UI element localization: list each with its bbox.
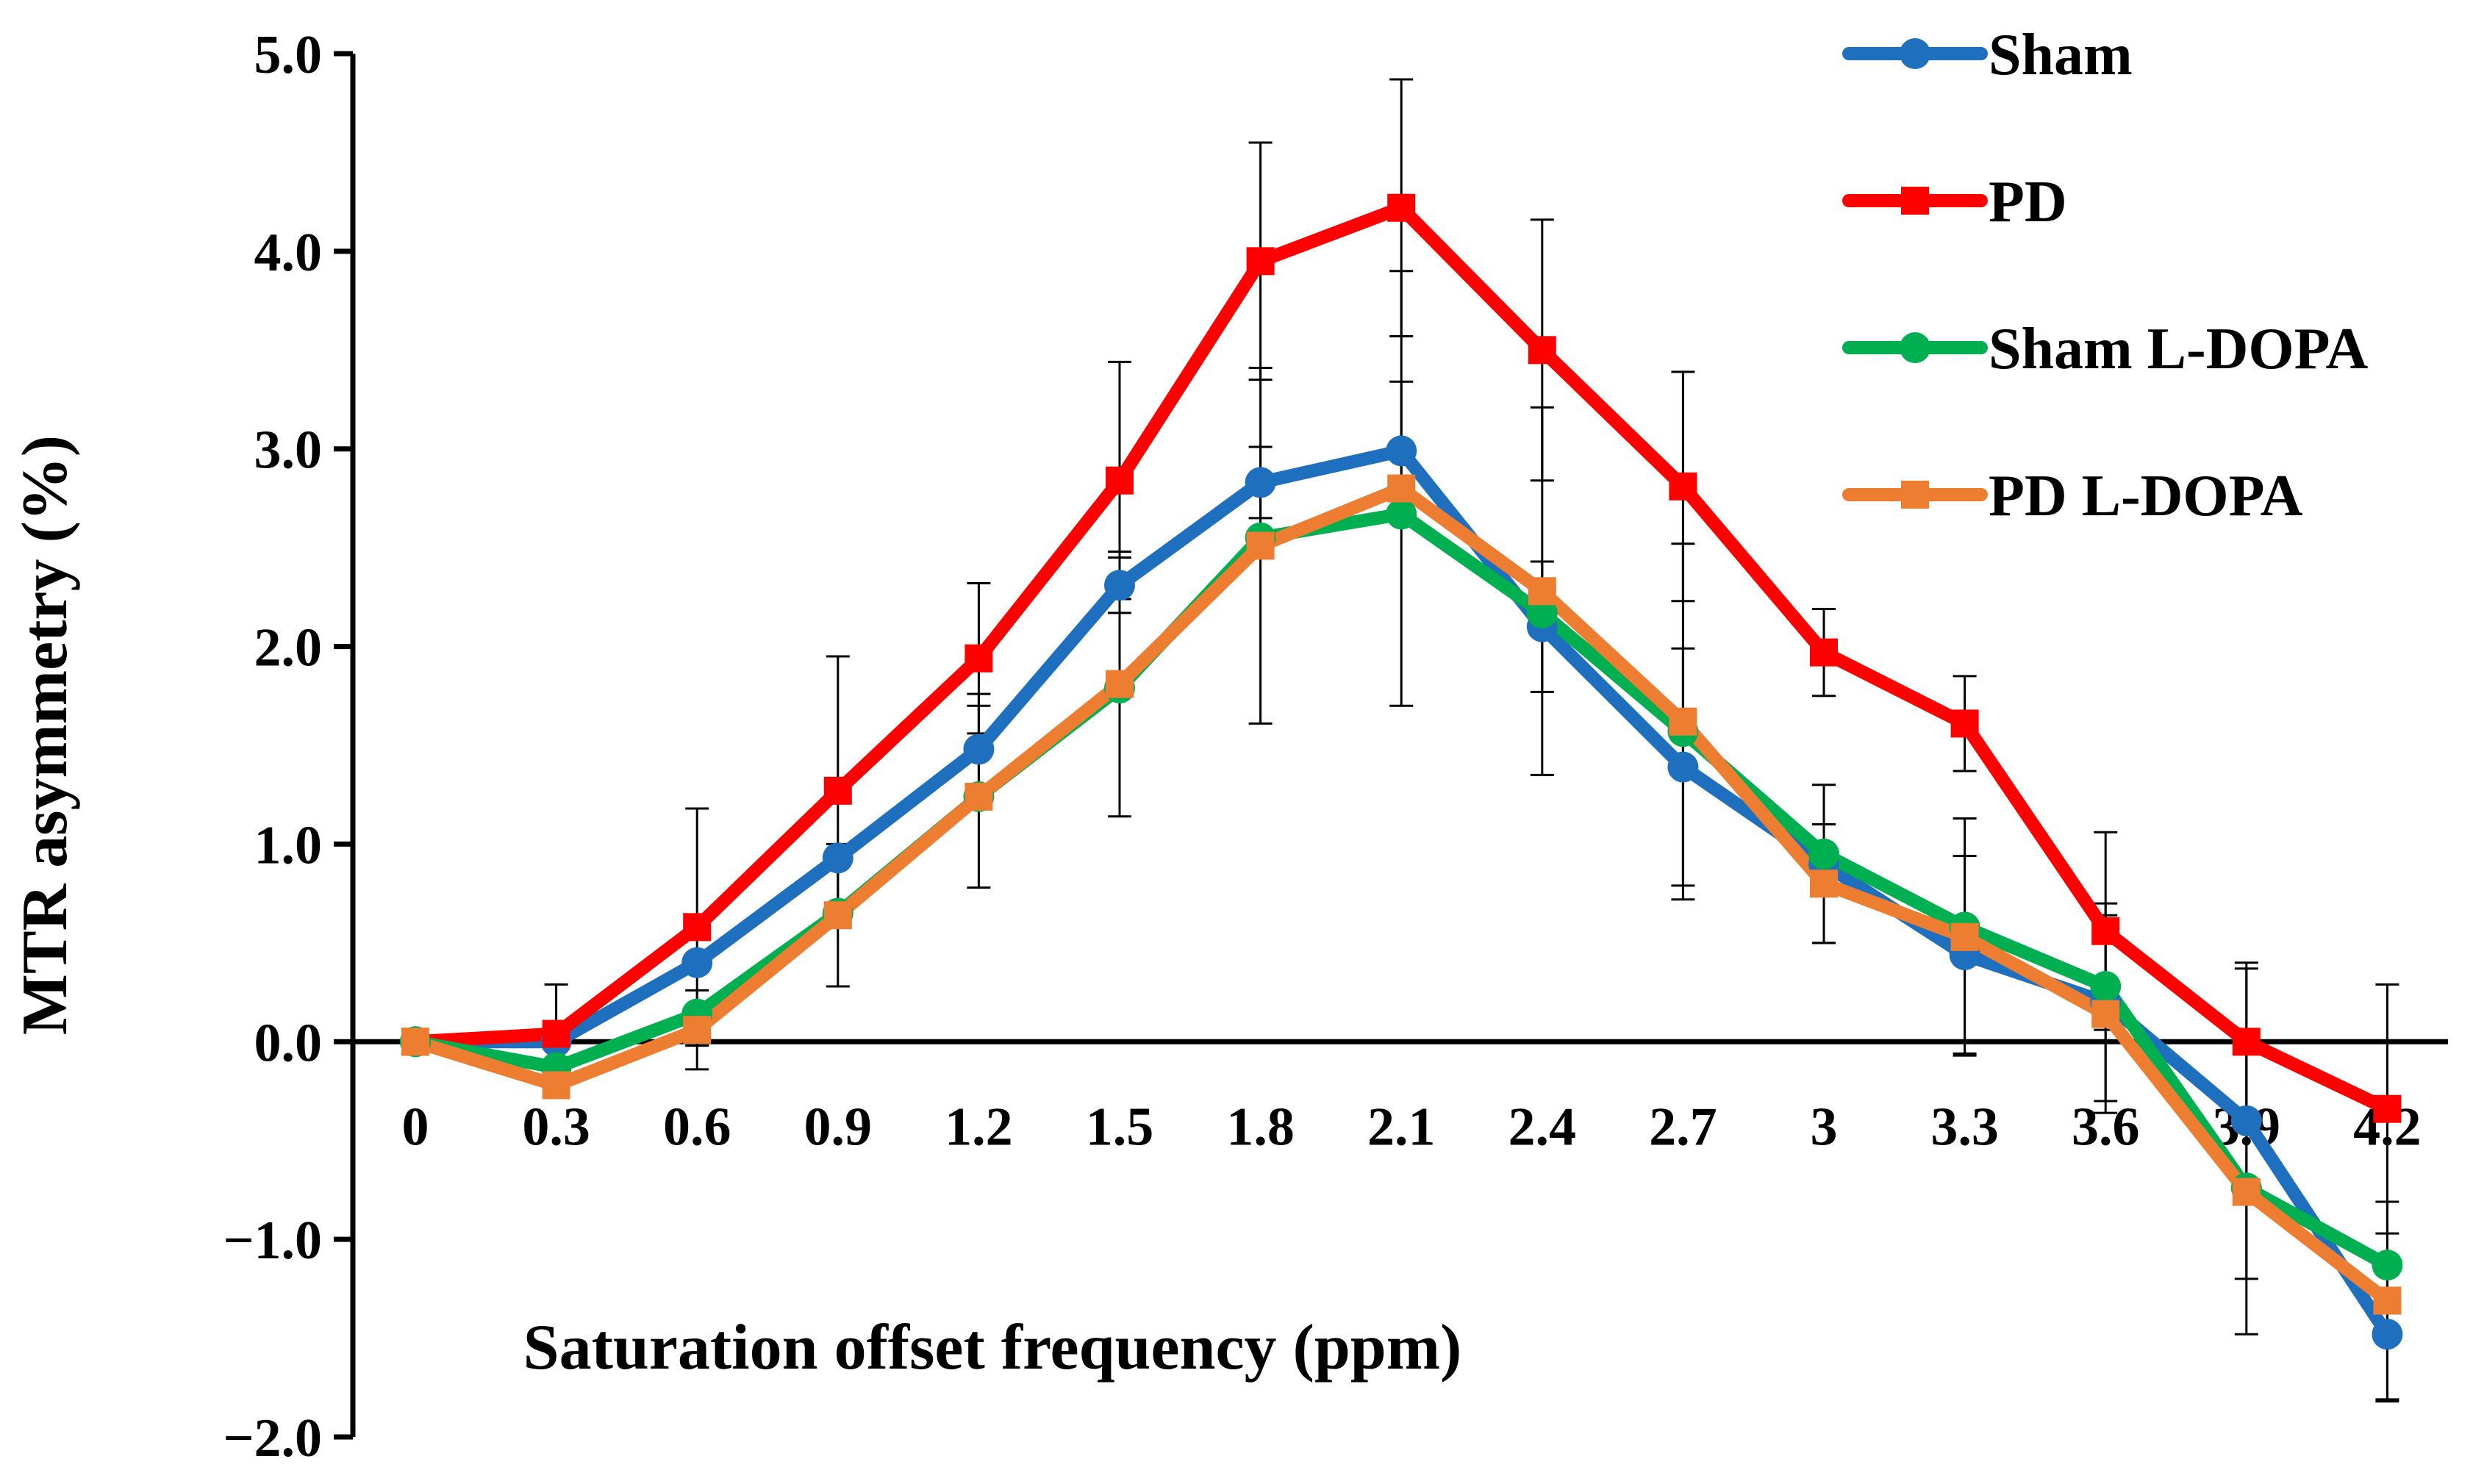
data-point-sham-l-dopa: [1808, 838, 1839, 870]
data-point-pd: [1387, 193, 1416, 222]
data-point-pd-l-dopa: [2091, 1000, 2120, 1028]
x-tick-label: 0.9: [804, 1097, 873, 1157]
legend-swatch-marker: [1900, 38, 1930, 69]
x-axis-title: Saturation offset frequency (ppm): [523, 1312, 1462, 1383]
legend-swatch-marker: [1900, 332, 1930, 363]
y-tick-label: 5.0: [254, 25, 323, 85]
data-point-sham: [963, 734, 995, 765]
x-tick-label: 3: [1811, 1097, 1838, 1157]
legend-entry-sham: Sham: [1842, 23, 2133, 87]
data-point-pd-l-dopa: [1810, 870, 1838, 898]
legend-entry-pd-l-dopa: PD L-DOPA: [1842, 464, 2303, 528]
legend-label: Sham L-DOPA: [1989, 317, 2369, 381]
y-tick-label: −1.0: [223, 1211, 322, 1271]
data-point-pd: [2373, 1094, 2402, 1123]
x-tick-label: 1.2: [945, 1097, 1013, 1157]
axes: 5.0 4.0 3.0 2.0 1.0 0.0 −1.0 −2.0 0 0.3 0.6 0.9 1.2…: [223, 25, 2448, 1469]
x-tick-label: 2.4: [1509, 1097, 1577, 1157]
data-point-sham: [1667, 751, 1699, 783]
legend-label: Sham: [1989, 23, 2133, 87]
x-tick-label: 3.3: [1930, 1097, 1999, 1157]
y-tick-label: 2.0: [254, 618, 323, 678]
data-point-pd: [683, 913, 712, 942]
legend-label: PD: [1989, 170, 2067, 234]
data-point-pd: [1246, 247, 1275, 276]
data-point-pd-l-dopa: [1387, 474, 1416, 503]
legend-swatch-marker: [1901, 481, 1929, 509]
legend-entry-sham-l-dopa: Sham L-DOPA: [1842, 317, 2369, 381]
data-point-pd-l-dopa: [683, 1016, 712, 1044]
data-point-sham: [1104, 570, 1135, 601]
legend-entry-pd: PD: [1842, 170, 2067, 234]
y-ticks: 5.0 4.0 3.0 2.0 1.0 0.0 −1.0 −2.0: [223, 25, 353, 1469]
data-point-pd: [1810, 638, 1838, 667]
x-tick-labels: 00.30.60.91.21.51.82.12.42.733.33.63.94.…: [402, 1097, 2422, 1157]
y-tick-label: 4.0: [254, 223, 323, 283]
data-point-pd-l-dopa: [823, 901, 852, 930]
data-point-sham: [822, 842, 853, 874]
data-point-sham-l-dopa: [1526, 597, 1558, 628]
legend-label: PD L-DOPA: [1989, 464, 2303, 528]
data-point-pd: [2232, 1028, 2261, 1056]
y-axis-title: MTR asymmetry (%): [10, 435, 81, 1035]
y-tick-label: 0.0: [254, 1013, 323, 1073]
data-point-pd-l-dopa: [1950, 922, 1979, 951]
x-tick-label: 0.3: [522, 1097, 590, 1157]
x-tick-label: 1.5: [1086, 1097, 1154, 1157]
data-point-pd: [1669, 472, 1697, 501]
x-tick-label: 2.1: [1367, 1097, 1436, 1157]
data-point-sham: [1245, 467, 1276, 498]
data-point-pd: [2091, 917, 2120, 945]
data-point-pd-l-dopa: [401, 1028, 429, 1056]
data-point-pd: [823, 776, 852, 805]
data-point-pd-l-dopa: [1528, 577, 1556, 606]
data-point-pd-l-dopa: [1106, 670, 1134, 698]
data-point-pd-l-dopa: [1669, 707, 1697, 736]
legend: Sham PD Sham L-DOPA PD L-DOPA: [1842, 23, 2369, 528]
x-tick-label: 0.6: [663, 1097, 731, 1157]
data-point-sham-l-dopa: [2372, 1250, 2403, 1281]
data-point-pd-l-dopa: [2373, 1286, 2402, 1315]
x-tick-label: 1.8: [1226, 1097, 1295, 1157]
data-point-sham: [681, 947, 713, 978]
y-tick-label: 1.0: [254, 815, 323, 875]
data-point-sham-l-dopa: [2090, 971, 2122, 1003]
data-point-pd: [542, 1019, 570, 1048]
data-point-pd: [1950, 709, 1979, 738]
data-point-pd-l-dopa: [964, 782, 993, 811]
data-point-sham: [1386, 435, 1417, 467]
data-point-pd: [1106, 466, 1134, 495]
x-tick-label: 2.7: [1649, 1097, 1717, 1157]
data-point-sham-l-dopa: [1386, 498, 1417, 530]
y-tick-label: −2.0: [223, 1408, 322, 1469]
legend-swatch-marker: [1901, 187, 1929, 215]
y-tick-label: 3.0: [254, 420, 323, 481]
data-point-sham: [2372, 1319, 2403, 1350]
data-point-pd-l-dopa: [1246, 531, 1275, 560]
data-point-pd: [1528, 336, 1556, 365]
series-markers: [400, 193, 2403, 1350]
data-point-pd: [964, 644, 993, 673]
x-tick-label: 0: [402, 1097, 429, 1157]
data-point-pd-l-dopa: [542, 1071, 570, 1100]
data-point-sham: [2230, 1105, 2262, 1136]
x-tick-label: 3.6: [2072, 1097, 2140, 1157]
data-point-pd-l-dopa: [2232, 1177, 2261, 1206]
